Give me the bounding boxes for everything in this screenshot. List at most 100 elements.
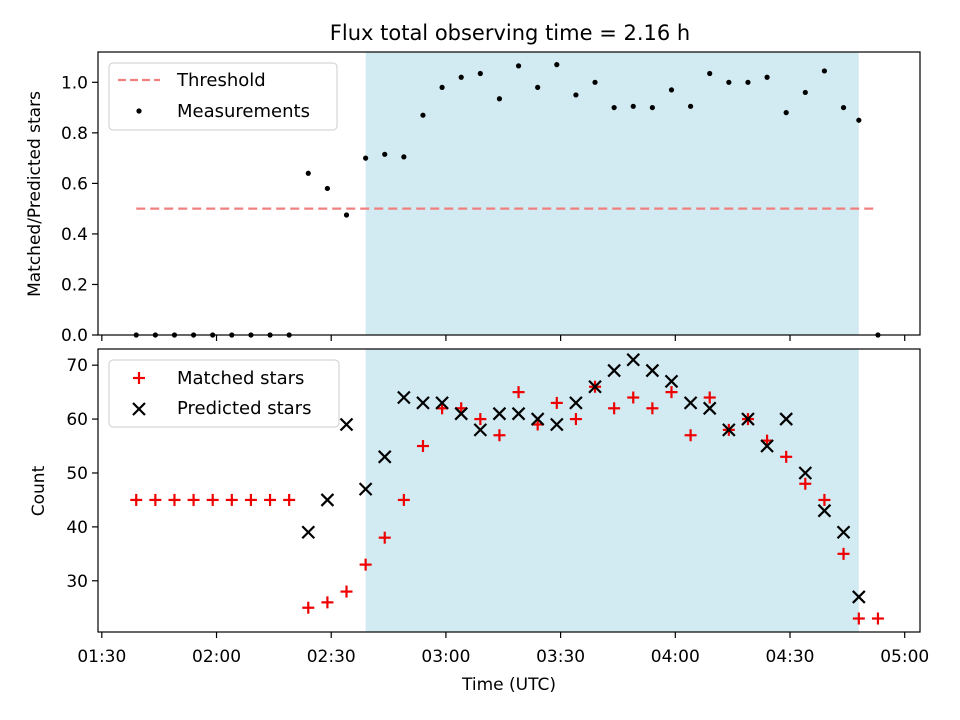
predicted-point [722, 423, 736, 437]
x-tick-label: 02:00 [192, 647, 241, 667]
top-legend: Threshold Measurements [108, 62, 338, 131]
predicted-point [358, 482, 373, 496]
predicted-point [377, 450, 392, 464]
predicted-point [454, 406, 468, 421]
measurement-point [305, 170, 311, 176]
y-tick-label: 70 [66, 356, 88, 376]
legend-measurements-label: Measurements [177, 101, 310, 122]
x-tick-label: 04:30 [766, 647, 815, 667]
matched-point [837, 547, 850, 560]
matched-point [149, 493, 162, 506]
predicted-point [320, 493, 335, 507]
bottom-axes-frame [97, 348, 921, 633]
predicted-point [683, 396, 698, 410]
measurement-point [840, 104, 847, 111]
measurement-point [821, 68, 828, 74]
matched-point [225, 493, 238, 506]
bottom-xticks: 01:30 02:00 02:30 03:00 03:30 04:00 04:30 05:00 [77, 632, 929, 667]
measurement-point [630, 103, 636, 109]
predicted-point [397, 390, 411, 405]
predicted-point [798, 466, 813, 480]
matched-point [168, 493, 181, 506]
matched-point [416, 440, 429, 453]
top-panel: 0.0 0.2 0.4 0.6 0.8 1.0 Matched/Predicted sta… [25, 51, 921, 346]
measurement-point [649, 104, 655, 111]
x-tick-label: 05:00 [880, 647, 929, 667]
predicted-point [664, 374, 679, 389]
matched-point [493, 429, 506, 442]
measurement-point [764, 74, 770, 80]
matched-point [359, 558, 372, 571]
matched-point [378, 531, 391, 544]
measurement-point [477, 70, 483, 77]
y-tick-label: 1.0 [61, 73, 88, 93]
matched-point [187, 493, 200, 506]
measurement-point [745, 79, 751, 85]
matched-point [474, 413, 487, 426]
predicted-point [817, 503, 832, 518]
measurement-point [439, 84, 445, 90]
matched-point [283, 493, 296, 506]
predicted-point [339, 417, 354, 432]
measurement-point [496, 96, 503, 102]
measurement-point [668, 87, 675, 93]
bottom-xlabel: Time (UTC) [461, 675, 556, 695]
measurement-point [382, 151, 388, 157]
measurement-point [856, 117, 862, 123]
measurement-point [592, 79, 598, 85]
bottom-ylabel: Count [29, 465, 49, 516]
predicted-point [301, 525, 316, 540]
predicted-point [852, 590, 866, 604]
matched-point [780, 450, 793, 463]
y-tick-label: 60 [66, 410, 88, 430]
matched-point [397, 493, 410, 506]
matched-point [818, 493, 831, 506]
predicted-point [550, 417, 564, 432]
measurement-point [802, 89, 808, 96]
bottom-panel: 30 40 50 60 70 01:30 02:00 02:30 03:00 03:30 04:0… [29, 348, 929, 695]
measurement-point [363, 155, 369, 161]
predicted-point [741, 412, 755, 426]
matched-point [130, 493, 143, 506]
y-tick-label: 0.6 [61, 174, 88, 194]
measurement-point [535, 84, 541, 90]
top-axes-frame [97, 51, 921, 336]
x-tick-label: 03:00 [421, 647, 470, 667]
matched-point [852, 612, 865, 625]
y-tick-label: 0.2 [61, 275, 88, 295]
top-span [365, 52, 859, 335]
predicted-point [779, 412, 793, 426]
bottom-span [365, 349, 859, 632]
x-tick-label: 03:30 [536, 647, 585, 667]
y-tick-label: 0.4 [61, 225, 88, 245]
x-tick-label: 02:30 [307, 647, 356, 667]
matched-point [871, 612, 884, 625]
predicted-point [702, 401, 717, 416]
legend-threshold-label: Threshold [176, 70, 266, 91]
y-tick-label: 0.8 [61, 124, 88, 144]
measurement-point [726, 79, 732, 85]
matched-point [244, 493, 257, 506]
predicted-point [836, 525, 851, 540]
measurement-point [707, 70, 713, 77]
figure-title: Flux total observing time = 2.16 h [330, 21, 690, 45]
matched-point [569, 413, 582, 426]
top-ylabel: Matched/Predicted stars [25, 91, 45, 297]
x-tick-label: 01:30 [77, 647, 126, 667]
predicted-point [530, 412, 545, 426]
predicted-point [416, 396, 430, 410]
bottom-yticks: 30 40 50 60 70 [66, 356, 98, 592]
y-tick-label: 30 [66, 572, 88, 592]
top-xticks [101, 335, 906, 341]
measurement-point [611, 104, 617, 111]
predicted-point [760, 439, 774, 453]
bottom-legend: Matched stars Predicted stars [108, 359, 340, 428]
bottom-legend-frame [108, 359, 340, 428]
y-tick-label: 50 [66, 464, 88, 484]
predicted-point [435, 396, 449, 410]
predicted-point [626, 353, 641, 367]
matched-point [799, 477, 812, 490]
measurement-point [688, 103, 694, 109]
top-yticks: 0.0 0.2 0.4 0.6 0.8 1.0 [61, 73, 98, 346]
measurement-point [343, 212, 350, 218]
